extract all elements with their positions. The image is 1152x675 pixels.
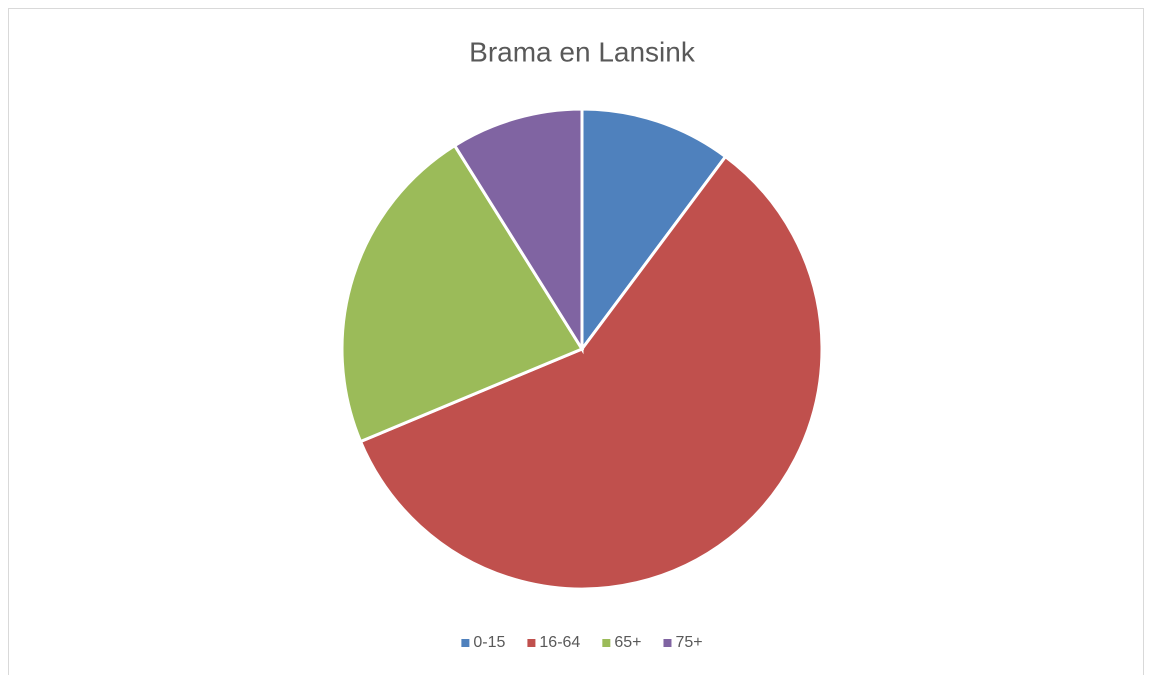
chart-title: Brama en Lansink bbox=[469, 36, 696, 67]
legend-swatch bbox=[663, 639, 672, 647]
pie-slice bbox=[358, 154, 824, 591]
legend-label: 0-15 bbox=[473, 634, 505, 651]
legend-label: 65+ bbox=[614, 634, 641, 651]
pie-slice bbox=[452, 107, 584, 355]
legend-swatch bbox=[602, 639, 611, 647]
legend-swatch bbox=[461, 639, 470, 647]
pie-slice bbox=[580, 107, 728, 354]
legend-label: 16-64 bbox=[539, 634, 580, 651]
legend-label: 75+ bbox=[675, 634, 702, 651]
pie-slice bbox=[340, 143, 585, 444]
legend-swatch bbox=[527, 639, 536, 647]
